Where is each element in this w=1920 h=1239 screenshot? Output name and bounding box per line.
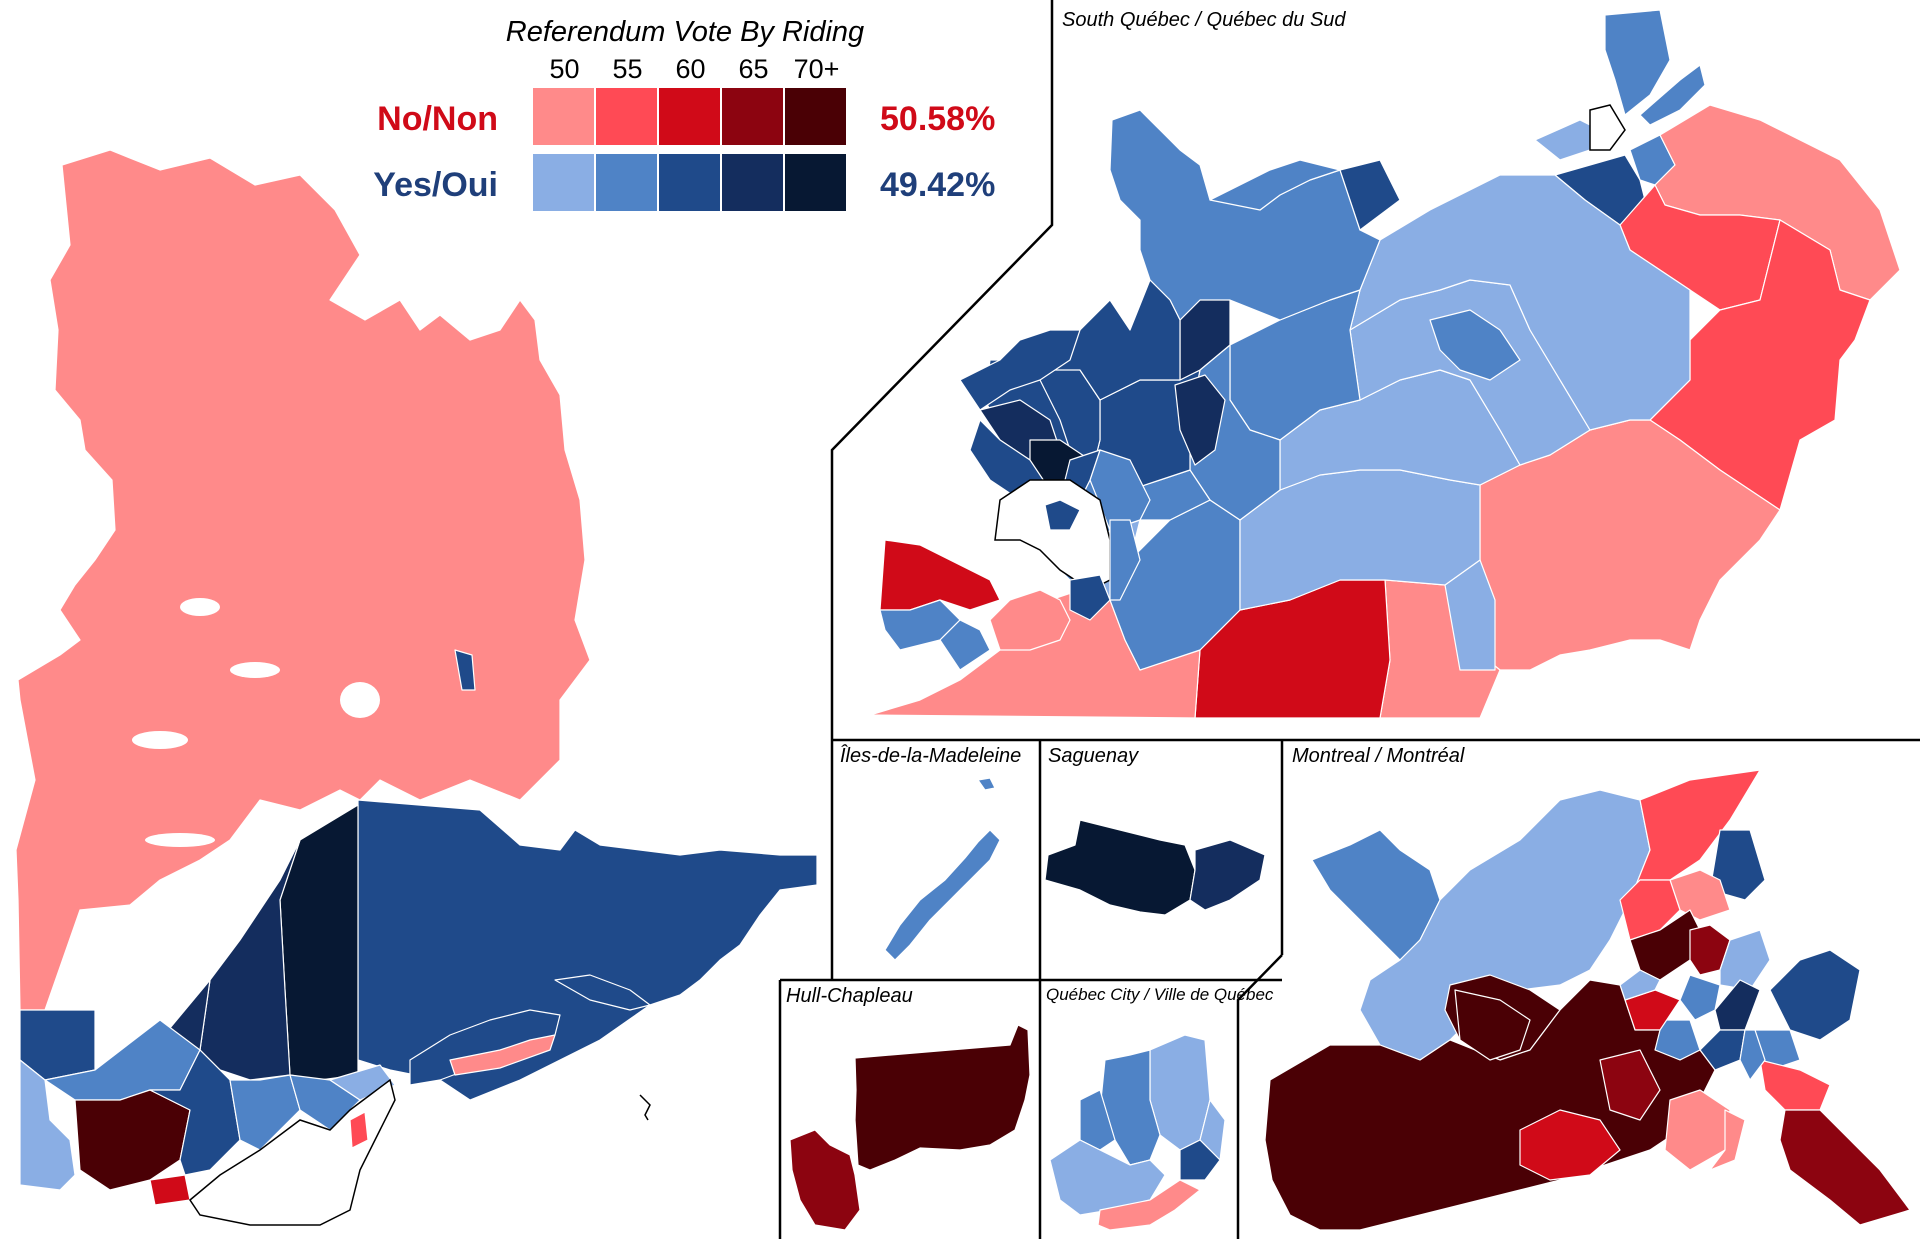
legend-row-percent: 49.42% [880,166,995,204]
inset-saguenay: Saguenay [1044,745,1266,916]
inset-title-hull: Hull-Chapleau [786,985,913,1007]
riding-mont-royal [1619,969,1661,1001]
riding-chapleau [789,1129,861,1231]
riding-ungava [15,149,591,1011]
montreal-area-outline [994,479,1111,591]
lake-icon [145,833,215,847]
legend-tick: 60 [675,54,705,84]
riding-iles-small [977,777,996,791]
legend-swatch [659,154,720,211]
legend-tick: 55 [612,54,642,84]
riding-labelle [149,1049,241,1176]
legend-title: Referendum Vote By Riding [506,16,864,48]
legend-swatch [722,154,783,211]
inset-iles-de-la-madeleine: Îles-de-la-Madeleine [840,744,1021,961]
lake-icon [132,731,188,749]
riding-verdun [1519,1109,1621,1181]
riding-beauharnois [1069,574,1111,621]
main-province-map [15,149,818,1226]
legend-rows: No/Non 50.58% Yes/Oui 49.42% [373,88,995,211]
riding-la-pinière [1779,1109,1911,1226]
riding-jean-talon [1049,1139,1166,1216]
riding-pontiac [74,1089,191,1191]
riding-limoilou [1179,1139,1221,1181]
riding-anticosti [554,974,651,1011]
legend-row-label: No/Non [377,100,498,138]
legend-row-label: Yes/Oui [373,166,498,204]
legend-swatch [533,88,594,145]
legend-swatch [533,154,594,211]
riding-jonquiere [1189,839,1266,911]
riding-laviolette [1339,159,1401,231]
riding-levis [1429,309,1521,381]
riding-la-prairie [989,589,1071,651]
inset-hull-chapleau: Hull-Chapleau [786,985,1031,1231]
inset-frames [778,0,1920,1239]
legend-row-percent: 50.58% [880,100,995,138]
riding-louis-hebert [1097,1179,1201,1231]
riding-bourget [1714,979,1761,1031]
riding-huntingdon [939,619,991,671]
lake-icon [230,662,280,678]
lake-icon [340,682,380,718]
inset-title-south: South Québec / Québec du Sud [1062,9,1346,31]
legend-swatch [659,88,720,145]
riding-champlain [1209,159,1341,211]
riding-bellechasse [1349,174,1691,431]
inset-quebec-city: Québec City / Ville de Québec [1046,985,1274,1231]
riding-hull-region [1044,499,1081,531]
riding-anjou [1679,974,1721,1021]
riding-longueuil [1769,949,1861,1041]
riding-montreal-west [1264,979,1716,1231]
legend-swatch [596,154,657,211]
riding-argenteuil [959,329,1081,411]
legend-swatch [722,88,783,145]
inset-montreal: Montreal / Montréal [1264,745,1911,1231]
riding-laporte [1709,1109,1746,1171]
south-quebec-outline [189,1078,396,1226]
riding-sainte-rose [1629,769,1761,901]
riding-saint-maurice [1109,109,1381,321]
inset-title-madeleine: Îles-de-la-Madeleine [840,744,1021,767]
legend-swatch [596,88,657,145]
quebec-city-outline [1589,104,1626,151]
riding-riviere-du-loup [349,1111,369,1149]
riding-gaspe-north [1604,9,1671,116]
madeleine-mini-outline [639,1094,651,1121]
riding-papineau [149,1174,191,1206]
riding-hull [854,1024,1031,1171]
riding-cote-nord [1639,64,1706,126]
riding-gaspe-east [449,1034,556,1076]
riding-sauve [1454,989,1531,1061]
inset-south-quebec: South Québec / Québec du Sud [869,9,1901,719]
legend-swatch [785,88,846,145]
inset-title-quebec-city: Québec City / Ville de Québec [1046,985,1274,1004]
riding-chambly-mtl [1739,1029,1766,1081]
inset-title-montreal: Montreal / Montréal [1292,745,1465,767]
riding-marie-victorin [1759,1059,1831,1111]
legend-tick: 50 [549,54,579,84]
legend-ticks: 50 55 60 65 70+ [549,54,839,84]
inset-title-saguenay: Saguenay [1048,745,1139,767]
legend-tick: 70+ [794,54,840,84]
riding-saguenay-north [279,804,359,1081]
legend-swatch [785,154,846,211]
riding-chicoutimi [1044,819,1196,916]
lake-icon [180,598,220,616]
riding-temiscamingue [19,1059,76,1191]
riding-natashquan [454,649,476,691]
riding-la-peltrie [1079,1089,1116,1151]
legend: Referendum Vote By Riding 50 55 60 65 70+ No… [373,16,995,211]
riding-outremont [1599,1049,1661,1121]
legend-tick: 65 [738,54,768,84]
riding-iles-de-la-madeleine [884,829,1001,961]
riding-berthier [1174,374,1226,466]
riding-saint-jean [1109,519,1141,601]
riding-duplessis [357,799,818,1101]
